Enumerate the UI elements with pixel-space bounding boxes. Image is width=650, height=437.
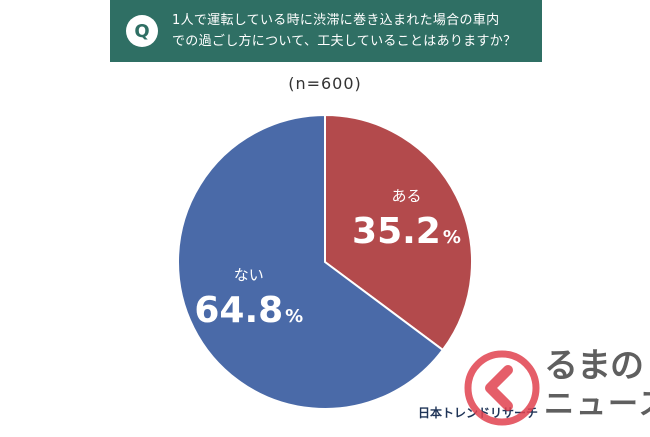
pie-slice-2 bbox=[177, 113, 445, 410]
pie-slice-1 bbox=[324, 113, 473, 352]
watermark-arrow-icon bbox=[464, 350, 540, 426]
slice-label-1: ある bbox=[391, 187, 421, 205]
watermark-text-2: ニュース bbox=[544, 387, 650, 422]
question-line-1: 1人で運転している時に渋滞に巻き込まれた場合の車内 bbox=[172, 13, 500, 28]
slice-label-2: ない bbox=[234, 266, 264, 284]
question-banner: Q 1人で運転している時に渋滞に巻き込まれた場合の車内 での過ごし方について、工… bbox=[110, 0, 542, 62]
slice-value-2: 64.8% bbox=[194, 290, 303, 331]
question-line-2: での過ごし方について、工夫していることはありますか？ bbox=[172, 34, 517, 49]
question-badge: Q bbox=[126, 15, 158, 47]
slice-value-1: 35.2% bbox=[352, 211, 461, 252]
watermark-logo: るまの ニュース bbox=[460, 342, 650, 433]
sample-size: (n=600) bbox=[288, 74, 362, 93]
question-text: 1人で運転している時に渋滞に巻き込まれた場合の車内 での過ごし方について、工夫し… bbox=[172, 10, 516, 52]
watermark-text-1: るまの bbox=[544, 346, 644, 386]
